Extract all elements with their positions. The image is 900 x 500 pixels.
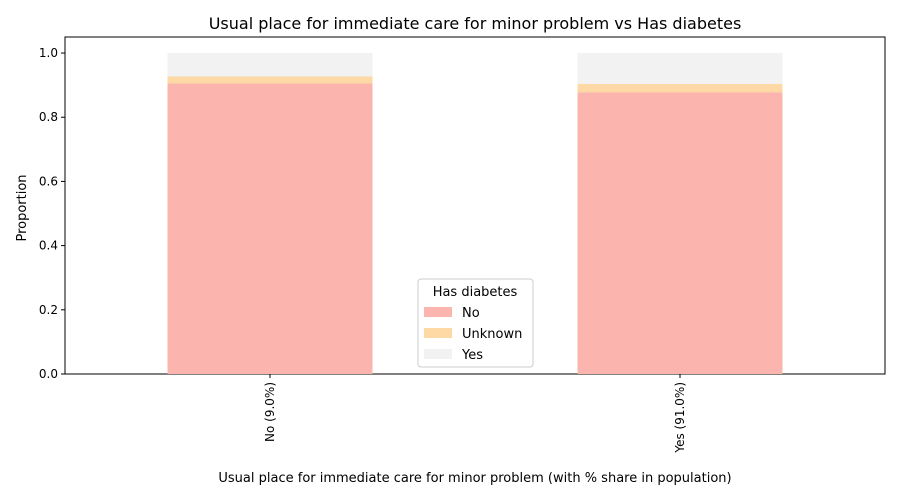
x-tick-label: No (9.0%): [263, 382, 277, 442]
bar-segment-no-1: [167, 83, 373, 375]
y-tick-label: 1.0: [39, 46, 58, 60]
legend-frame: [417, 278, 534, 368]
legend-label-yes: Yes: [461, 348, 483, 363]
y-tick-label: 0.4: [39, 239, 58, 253]
bar-segment-yes-2: [577, 53, 783, 84]
chart-title: Usual place for immediate care for minor…: [209, 14, 742, 33]
y-axis: 0.0 0.2 0.4 0.6 0.8 1.0: [39, 46, 65, 381]
bars-group: [167, 53, 783, 375]
y-tick-label: 0.6: [39, 174, 58, 188]
legend-items: No Unknown Yes: [424, 306, 522, 363]
y-axis-label: Proportion: [15, 174, 30, 241]
legend-swatch-yes: [424, 349, 452, 359]
x-tick-label: Yes (91.0%): [673, 382, 687, 454]
bar-segment-no-2: [577, 92, 783, 374]
plot-frame: [64, 36, 886, 375]
bar-segment-yes-1: [167, 53, 373, 77]
legend-swatch-unknown: [424, 328, 452, 338]
x-axis: No (9.0%) Yes (91.0%): [263, 374, 687, 454]
legend: Has diabetes No Unknown Yes: [417, 278, 534, 368]
plot-area: [64, 36, 886, 375]
legend-title: Has diabetes: [433, 285, 518, 300]
bar-segment-unknown-1: [167, 76, 373, 84]
y-tick-label: 0.8: [39, 110, 58, 124]
y-tick-label: 0.0: [39, 367, 58, 381]
legend-swatch-no: [424, 307, 452, 317]
legend-label-no: No: [462, 306, 480, 321]
legend-label-unknown: Unknown: [462, 327, 522, 342]
x-axis-label: Usual place for immediate care for minor…: [218, 471, 731, 486]
y-tick-label: 0.2: [39, 303, 58, 317]
bar-segment-unknown-2: [577, 83, 783, 93]
